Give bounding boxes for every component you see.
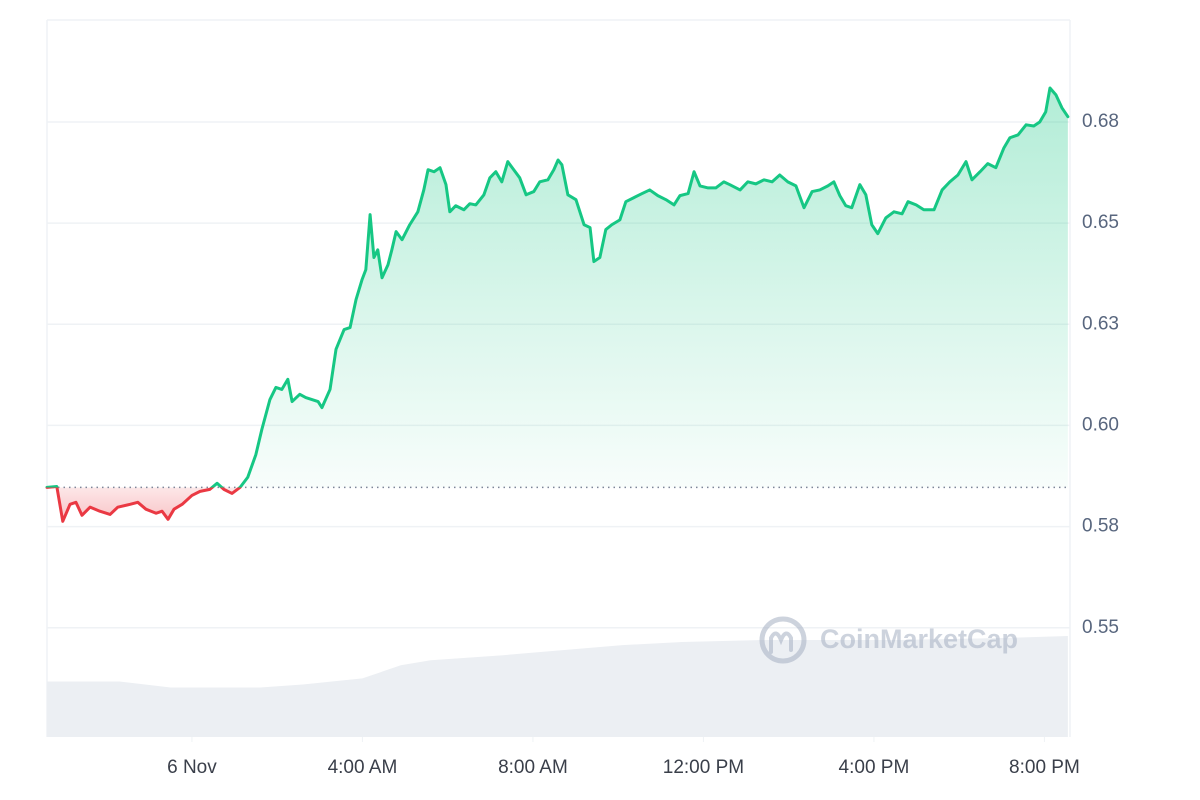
y-tick-label: 0.63 (1082, 313, 1119, 334)
watermark-text: CoinMarketCap (820, 624, 1018, 654)
watermark: CoinMarketCap (759, 616, 1018, 664)
y-tick-label: 0.55 (1082, 617, 1119, 638)
x-tick-label: 8:00 AM (498, 757, 568, 778)
y-tick-label: 0.65 (1082, 212, 1119, 233)
volume (47, 636, 1068, 737)
plot (45, 86, 1070, 523)
x-tick-label: 8:00 PM (1009, 757, 1080, 778)
price-area (47, 87, 1068, 522)
y-tick-label: 0.58 (1082, 516, 1119, 537)
axes: 0.55 0.58 0.60 0.63 0.65 0.68 6 Nov 4:00 AM 8:00… (167, 111, 1119, 778)
x-tick-label: 4:00 AM (328, 757, 398, 778)
watermark-logo-mark (769, 631, 793, 654)
x-tick-label: 6 Nov (167, 757, 217, 778)
volume-area (47, 636, 1068, 737)
x-tick-label: 4:00 PM (839, 757, 910, 778)
watermark-logo (759, 616, 807, 664)
price-line (45, 86, 1070, 523)
y-tick-label: 0.68 (1082, 111, 1119, 132)
y-tick-label: 0.60 (1082, 414, 1119, 435)
x-tick-label: 12:00 PM (663, 757, 744, 778)
